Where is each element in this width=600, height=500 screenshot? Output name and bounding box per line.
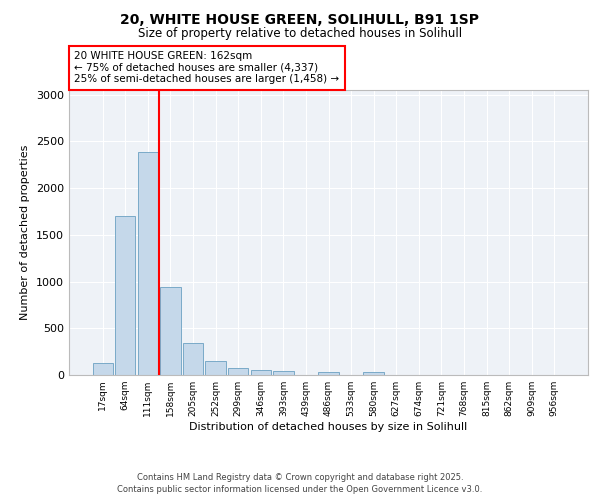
Bar <box>251 370 271 375</box>
Text: 20 WHITE HOUSE GREEN: 162sqm
← 75% of detached houses are smaller (4,337)
25% of: 20 WHITE HOUSE GREEN: 162sqm ← 75% of de… <box>74 51 340 84</box>
Bar <box>364 372 384 375</box>
Bar <box>183 343 203 375</box>
Text: Contains HM Land Registry data © Crown copyright and database right 2025.: Contains HM Land Registry data © Crown c… <box>137 472 463 482</box>
Text: 20, WHITE HOUSE GREEN, SOLIHULL, B91 1SP: 20, WHITE HOUSE GREEN, SOLIHULL, B91 1SP <box>121 12 479 26</box>
Bar <box>92 363 113 375</box>
Bar <box>228 368 248 375</box>
X-axis label: Distribution of detached houses by size in Solihull: Distribution of detached houses by size … <box>190 422 467 432</box>
Y-axis label: Number of detached properties: Number of detached properties <box>20 145 31 320</box>
Bar <box>115 216 136 375</box>
Bar <box>205 362 226 375</box>
Bar <box>160 287 181 375</box>
Text: Contains public sector information licensed under the Open Government Licence v3: Contains public sector information licen… <box>118 485 482 494</box>
Bar <box>319 372 338 375</box>
Bar <box>138 152 158 375</box>
Text: Size of property relative to detached houses in Solihull: Size of property relative to detached ho… <box>138 28 462 40</box>
Bar <box>273 371 293 375</box>
